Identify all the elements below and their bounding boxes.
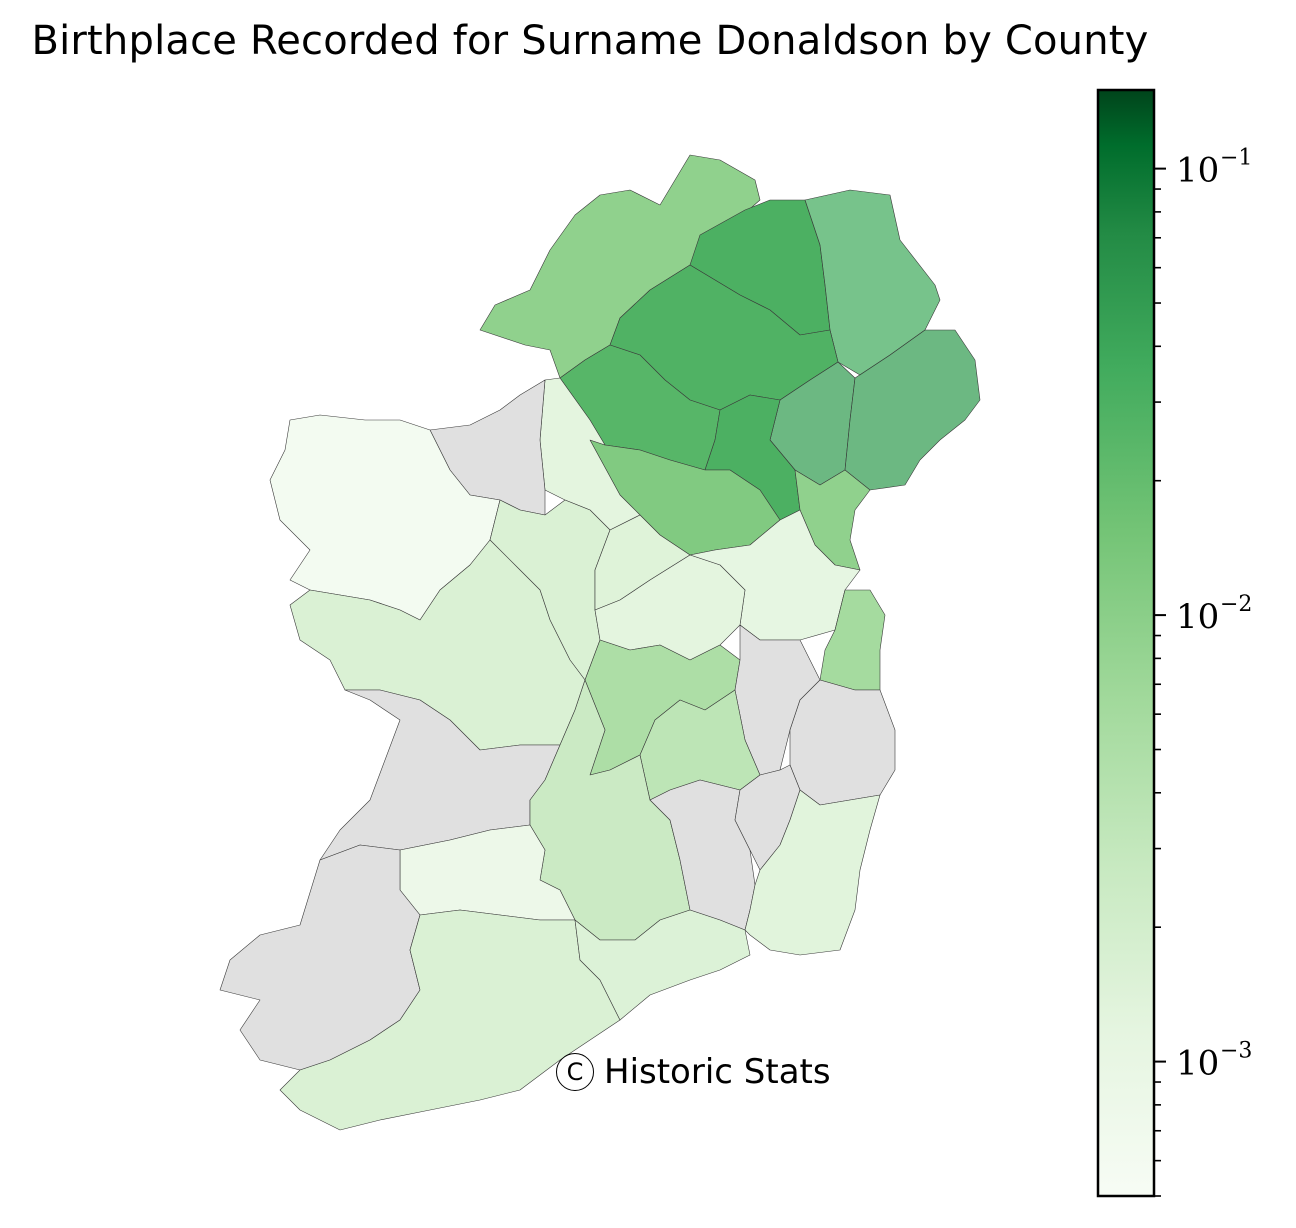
county-cork[interactable] (279, 909, 621, 1131)
county-wicklow[interactable] (789, 679, 896, 806)
colorbar: 10−110−210−3 (1096, 88, 1252, 1198)
colorbar-tick-exponent: −1 (1220, 146, 1252, 171)
colorbar-tick-exponent: −3 (1220, 1039, 1252, 1064)
county-wexford[interactable] (744, 789, 881, 956)
colorbar-tick-label: 10 (1176, 597, 1219, 637)
map-title: Birthplace Recorded for Surname Donaldso… (31, 18, 1149, 64)
colorbar-gradient (1096, 88, 1156, 1198)
county-layer (219, 154, 981, 1131)
copyright-symbol: C (556, 1053, 594, 1091)
colorbar-tick-label: 10 (1176, 151, 1219, 191)
credit-text: Historic Stats (604, 1052, 831, 1092)
credit-watermark: C Historic Stats (556, 1052, 831, 1092)
colorbar-tick-label: 10 (1176, 1044, 1219, 1084)
colorbar-ticks: 10−110−210−3 (1154, 146, 1252, 1197)
colorbar-tick-exponent: −2 (1220, 592, 1252, 617)
county-waterford[interactable] (574, 909, 751, 1021)
county-dublin[interactable] (819, 589, 886, 691)
county-kildare[interactable] (734, 624, 821, 776)
